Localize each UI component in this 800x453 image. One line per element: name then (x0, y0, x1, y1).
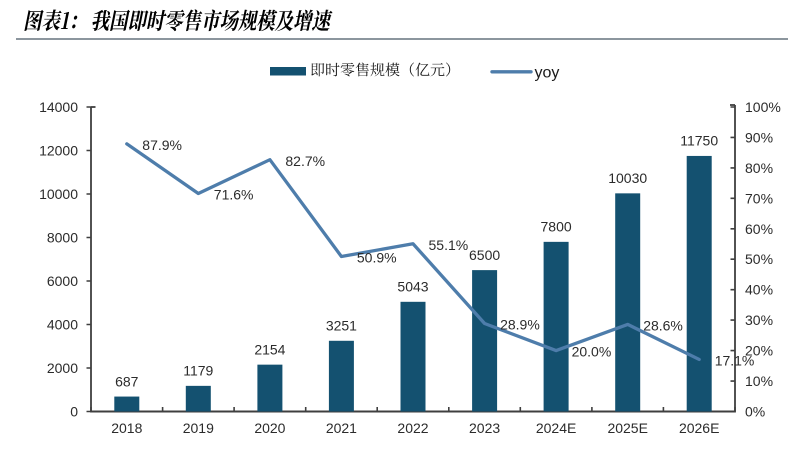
svg-text:14000: 14000 (39, 99, 78, 115)
svg-text:28.9%: 28.9% (500, 317, 540, 333)
svg-text:2019: 2019 (183, 420, 214, 436)
svg-text:2026E: 2026E (679, 420, 719, 436)
svg-text:2018: 2018 (111, 420, 142, 436)
svg-text:0: 0 (70, 404, 78, 420)
svg-text:40%: 40% (745, 282, 773, 298)
svg-text:8000: 8000 (47, 230, 78, 246)
svg-text:687: 687 (115, 373, 139, 389)
svg-text:5043: 5043 (397, 279, 428, 295)
svg-text:7800: 7800 (541, 219, 572, 235)
svg-text:12000: 12000 (39, 143, 78, 159)
svg-text:90%: 90% (745, 129, 773, 145)
svg-text:10%: 10% (745, 373, 773, 389)
svg-text:60%: 60% (745, 221, 773, 237)
svg-text:6500: 6500 (469, 247, 500, 263)
svg-text:30%: 30% (745, 312, 773, 328)
svg-text:70%: 70% (745, 190, 773, 206)
svg-text:0%: 0% (745, 404, 765, 420)
svg-text:2023: 2023 (469, 420, 500, 436)
svg-text:20.0%: 20.0% (572, 344, 612, 360)
svg-text:10030: 10030 (608, 170, 647, 186)
svg-text:71.6%: 71.6% (214, 187, 254, 203)
svg-text:28.6%: 28.6% (643, 318, 683, 334)
svg-text:2024E: 2024E (536, 420, 576, 436)
svg-text:2022: 2022 (397, 420, 428, 436)
svg-text:2154: 2154 (254, 341, 285, 357)
svg-text:2020: 2020 (254, 420, 285, 436)
svg-text:87.9%: 87.9% (142, 137, 182, 153)
svg-text:50.9%: 50.9% (357, 250, 397, 266)
svg-text:4000: 4000 (47, 317, 78, 333)
svg-text:20%: 20% (745, 343, 773, 359)
svg-text:82.7%: 82.7% (285, 153, 325, 169)
svg-text:11750: 11750 (680, 133, 718, 149)
svg-text:3251: 3251 (326, 318, 357, 334)
svg-text:2000: 2000 (47, 360, 78, 376)
svg-text:2025E: 2025E (607, 420, 647, 436)
svg-text:10000: 10000 (39, 186, 78, 202)
svg-text:55.1%: 55.1% (429, 237, 469, 253)
svg-text:6000: 6000 (47, 273, 78, 289)
svg-text:1179: 1179 (183, 363, 213, 379)
svg-text:50%: 50% (745, 251, 773, 267)
svg-text:100%: 100% (745, 99, 781, 115)
svg-text:17.1%: 17.1% (715, 353, 755, 369)
svg-text:yoy: yoy (535, 65, 560, 82)
svg-text:80%: 80% (745, 160, 773, 176)
svg-text:2021: 2021 (326, 420, 357, 436)
